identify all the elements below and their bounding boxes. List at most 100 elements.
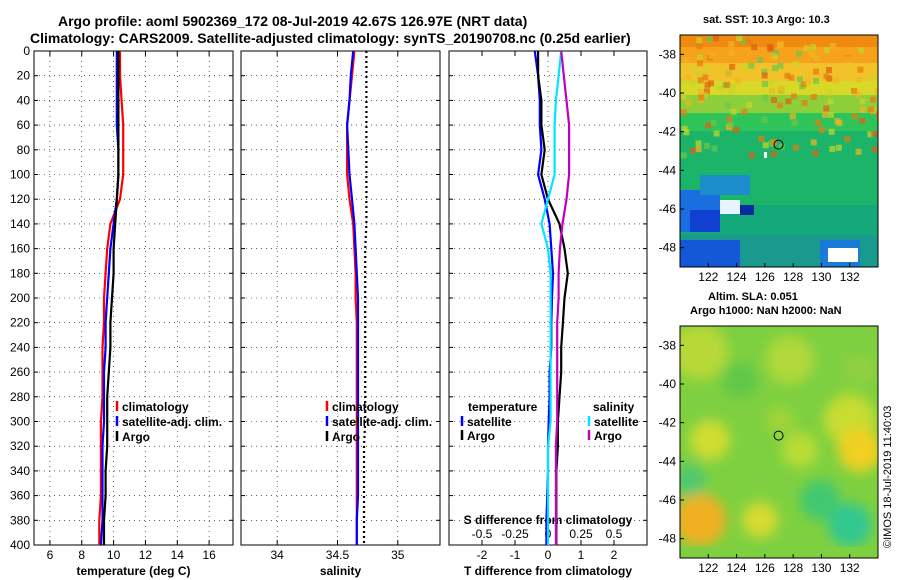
sst-cell [727, 121, 734, 128]
sst-cell [810, 44, 817, 51]
sst-cell [803, 45, 810, 52]
temperature-x-tick-label: 16 [202, 548, 216, 562]
sla-lon-tick-label: 128 [783, 561, 803, 575]
sst-cell [772, 50, 779, 57]
sst-cell [859, 106, 866, 113]
sst-cell [701, 92, 708, 99]
sst-cell [871, 146, 878, 153]
sst-cold-patch [700, 175, 750, 195]
sst-cell [704, 81, 711, 88]
sst-cell [681, 78, 688, 85]
depth-tick-label: 360 [10, 489, 30, 503]
depth-tick-label: 160 [10, 242, 30, 256]
chart-salinity: 34 34.5 35 salinity climatologysatellite-adj… [240, 50, 441, 578]
temperature-series-line [98, 51, 125, 545]
salinity-x-tick-label: 34 [271, 548, 285, 562]
sla-anomaly-blob [766, 406, 794, 434]
sst-cell [776, 42, 783, 49]
sst-cell [685, 99, 692, 106]
sst-cell [804, 79, 811, 86]
sst-cell [708, 52, 715, 59]
depth-tick-label: 300 [10, 415, 30, 429]
sst-cell [813, 68, 820, 75]
sst-cell [725, 71, 732, 78]
sst-cell [726, 115, 733, 122]
sst-cell [825, 67, 832, 74]
sst-map-label: sat. SST: 10.3 Argo: 10.3 [703, 14, 830, 26]
depth-tick-label: 340 [10, 464, 30, 478]
salinity-x-tick-label: 35 [391, 548, 405, 562]
sst-cell [814, 55, 821, 62]
sst-cell [784, 72, 791, 79]
depth-tick-label: 140 [10, 217, 30, 231]
sst-cell [695, 146, 702, 153]
sst-cell [680, 93, 687, 100]
salinity-series-line [345, 50, 360, 545]
sst-cell [691, 65, 698, 72]
temperature-legend-label: satellite-adj. clim. [122, 415, 222, 429]
sst-map-frame [679, 34, 879, 268]
sla-anomaly-blob [680, 494, 726, 546]
sla-anomaly-blob [828, 503, 872, 547]
sla-argo-position-marker [773, 430, 784, 441]
sst-cell [729, 63, 736, 70]
sst-cell [851, 87, 858, 94]
sst-cell [875, 88, 878, 95]
sst-cell [703, 88, 710, 95]
sst-cell [823, 105, 830, 112]
sst-cell [762, 94, 769, 101]
sla-anomaly-blob [680, 464, 706, 496]
sst-cold-patch [680, 240, 740, 267]
sst-cell [769, 87, 776, 94]
sst-cell [823, 73, 830, 80]
sst-cell [869, 96, 876, 103]
sst-cell [748, 152, 755, 159]
sst-cell [730, 108, 737, 115]
sst-cell [696, 43, 703, 50]
sst-cell [724, 81, 731, 88]
sst-cell [877, 36, 878, 43]
sst-cell [785, 98, 792, 105]
sla-map-image [680, 326, 878, 558]
sst-lon-tick-label: 132 [840, 270, 860, 284]
temperature-x-tick-label: 8 [78, 548, 85, 562]
sla-lon-tick-label: 122 [698, 561, 718, 575]
salinity-legend-label: climatology [332, 400, 399, 414]
salinity-x-label: salinity [320, 564, 362, 578]
salinity-legend-label: satellite-adj. clim. [332, 415, 432, 429]
sst-cell [771, 96, 778, 103]
sst-cell [827, 111, 834, 118]
sst-cell [702, 74, 709, 81]
depth-tick-label: 220 [10, 316, 30, 330]
sst-cell [821, 111, 828, 118]
sst-lon-tick-label: 124 [727, 270, 747, 284]
sst-cell [857, 66, 864, 73]
sst-cell [792, 144, 799, 151]
depth-tick-label: 180 [10, 266, 30, 280]
sst-cell [767, 140, 774, 147]
sla-anomaly-blob [766, 336, 814, 384]
sst-cell [761, 69, 768, 76]
depth-tick-label: 0 [23, 44, 30, 58]
sst-cell [717, 85, 724, 92]
sst-cell [728, 49, 735, 56]
sst-lon-tick-label: 122 [698, 270, 718, 284]
sla-map: 122 124 126 128 130 132 -38 -40 -42 -44 -46 -48 [659, 325, 879, 575]
sst-lon-tick-label: 126 [755, 270, 775, 284]
sst-cold-patch [740, 205, 754, 215]
temperature-x-tick-label: 10 [107, 548, 121, 562]
sst-cell [829, 145, 836, 152]
sst-cell [844, 56, 851, 63]
sst-cell [829, 43, 836, 50]
sst-cell [697, 71, 704, 78]
sst-cell [680, 152, 687, 159]
sst-cell [767, 80, 774, 87]
sst-cell [736, 35, 743, 42]
depth-tick-label: 80 [17, 143, 31, 157]
sst-lat-tick-label: -46 [659, 202, 677, 216]
sst-cell [801, 99, 808, 106]
difference-x-tick-label: -2 [477, 548, 488, 562]
sst-cell [814, 119, 821, 126]
depth-tick-label: 120 [10, 192, 30, 206]
